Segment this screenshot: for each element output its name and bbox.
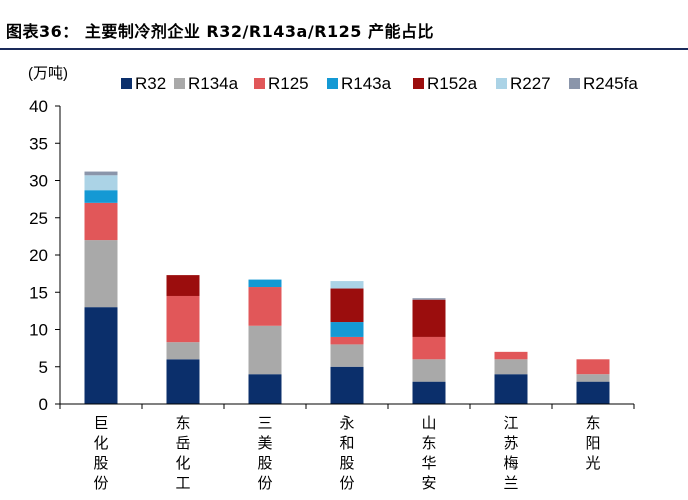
bar-segment [84, 171, 118, 176]
legend-swatch [413, 78, 424, 89]
bar-segment [330, 344, 364, 367]
bar-segment [330, 281, 364, 289]
y-axis: 0 5 10 15 20 25 30 35 40 [29, 97, 61, 414]
bar-segment [166, 342, 200, 360]
y-axis-unit-label: (万吨) [28, 65, 68, 82]
legend-swatch [327, 78, 338, 89]
bar-segment [412, 336, 446, 360]
bar-segment [412, 299, 446, 337]
bar-segment [84, 240, 118, 308]
bar-segment [576, 359, 610, 375]
bar-segment [84, 202, 118, 241]
x-category-label: 三美股份 [257, 414, 272, 492]
x-category-label: 巨化股份 [93, 414, 108, 492]
title-divider [0, 48, 688, 50]
bar-segment [412, 359, 446, 382]
legend-label: R134a [188, 74, 239, 93]
legend-swatch [496, 78, 507, 89]
legend: R32 R134a R125 R143a R152a R227 R245fa [121, 74, 638, 93]
bar-segment [84, 190, 118, 203]
bar-segment [248, 287, 282, 326]
bar-segment [576, 381, 610, 404]
bar-segment [330, 288, 364, 323]
bar-segment [84, 175, 118, 191]
x-axis: 巨化股份 东岳化工 三美股份 永和股份 山东华安 江苏梅兰 东阳光 [59, 403, 635, 492]
y-tick-label: 20 [29, 246, 48, 265]
legend-swatch [174, 78, 185, 89]
legend-swatch [569, 78, 580, 89]
legend-label: R125 [268, 74, 309, 93]
bar-segment [248, 325, 282, 375]
y-tick-label: 25 [29, 209, 48, 228]
legend-swatch [121, 78, 132, 89]
legend-label: R32 [135, 74, 166, 93]
legend-label: R245fa [583, 74, 638, 93]
bar-segment [412, 298, 446, 300]
bar-segment [84, 307, 118, 404]
x-category-label: 东阳光 [585, 414, 600, 472]
y-tick-label: 35 [29, 134, 48, 153]
x-category-label: 江苏梅兰 [503, 414, 518, 492]
x-category-label: 山东华安 [421, 414, 436, 492]
legend-label: R152a [427, 74, 478, 93]
bar-segment [166, 359, 200, 404]
bars [84, 171, 610, 404]
y-tick-label: 15 [29, 283, 48, 302]
bar-segment [412, 381, 446, 404]
legend-swatch [254, 78, 265, 89]
bar-segment [330, 322, 364, 337]
bar-segment [330, 366, 364, 404]
bar-segment [494, 351, 528, 360]
chart-title: 图表36： 主要制冷剂企业 R32/R143a/R125 产能占比 [6, 22, 434, 41]
bar-segment [248, 374, 282, 404]
legend-label: R143a [341, 74, 392, 93]
bar-segment [494, 374, 528, 404]
x-category-label: 永和股份 [339, 414, 354, 492]
bar-segment [166, 295, 200, 343]
y-tick-label: 5 [39, 358, 48, 377]
y-tick-label: 40 [29, 97, 48, 116]
bar-segment [166, 275, 200, 296]
y-tick-label: 0 [39, 395, 48, 414]
x-category-label: 东岳化工 [175, 414, 190, 492]
bar-segment [576, 374, 610, 382]
bar-segment [248, 279, 282, 288]
bar-segment [494, 359, 528, 375]
y-tick-label: 30 [29, 172, 48, 191]
bar-segment [330, 336, 364, 345]
legend-label: R227 [510, 74, 551, 93]
y-tick-label: 10 [29, 321, 48, 340]
